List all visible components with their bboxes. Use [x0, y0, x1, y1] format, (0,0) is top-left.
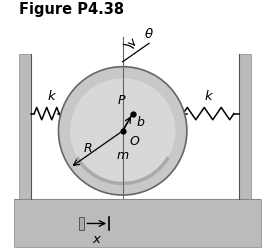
Text: $R$: $R$ — [83, 142, 93, 155]
Text: $k$: $k$ — [47, 89, 57, 103]
Bar — [239, 54, 251, 199]
Circle shape — [70, 78, 175, 184]
Text: $b$: $b$ — [136, 115, 145, 129]
Text: $m$: $m$ — [116, 149, 129, 162]
Text: $O$: $O$ — [129, 134, 140, 148]
Bar — [14, 199, 261, 247]
Text: Figure P4.38: Figure P4.38 — [19, 2, 124, 17]
Bar — [19, 54, 31, 199]
Text: $k$: $k$ — [204, 89, 214, 103]
Bar — [79, 217, 84, 230]
Text: $x$: $x$ — [92, 233, 102, 246]
Circle shape — [59, 67, 187, 195]
Text: $P$: $P$ — [117, 94, 127, 107]
Text: $\theta$: $\theta$ — [144, 27, 153, 41]
